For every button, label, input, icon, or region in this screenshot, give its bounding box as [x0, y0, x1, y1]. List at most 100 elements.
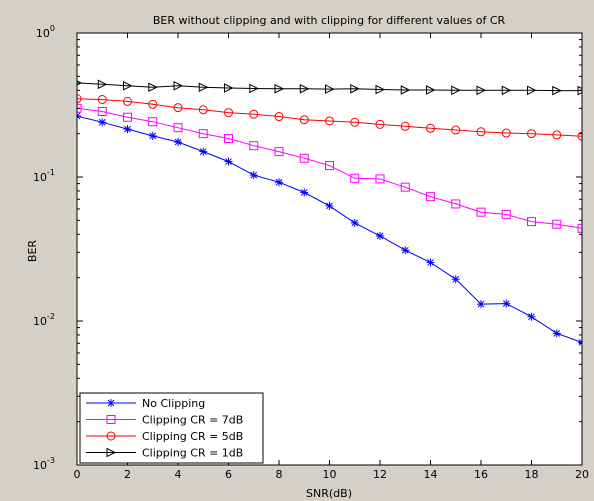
data-point	[527, 312, 536, 321]
data-point	[224, 157, 233, 166]
data-point	[350, 117, 360, 127]
marker-stroke	[452, 275, 460, 283]
data-point	[123, 96, 132, 106]
data-point	[97, 107, 107, 117]
x-tick-label: 14	[424, 468, 438, 481]
data-point	[451, 199, 461, 209]
legend-label: No Clipping	[142, 397, 205, 410]
data-point	[552, 329, 561, 338]
marker-stroke	[351, 219, 359, 227]
marker-stroke	[199, 148, 207, 155]
data-point	[577, 131, 582, 141]
legend-label: Clipping CR = 5dB	[142, 430, 243, 443]
data-point	[426, 85, 436, 95]
square-marker	[106, 415, 116, 424]
series-2	[77, 103, 582, 233]
data-point	[199, 147, 208, 156]
data-point	[476, 207, 486, 217]
data-point	[325, 201, 334, 210]
x-tick-label: 8	[276, 468, 283, 481]
marker-stroke	[477, 300, 485, 308]
circle-marker	[106, 431, 116, 441]
marker-stroke	[578, 339, 582, 344]
series-4	[77, 79, 582, 96]
data-point	[552, 219, 562, 229]
data-point	[274, 83, 285, 94]
data-point	[552, 130, 562, 140]
data-point	[325, 116, 334, 126]
series-line	[77, 98, 582, 137]
data-point	[350, 83, 360, 94]
data-point	[148, 82, 158, 93]
x-axis-label: SNR(dB)	[306, 487, 352, 500]
data-point	[477, 300, 485, 309]
data-point	[148, 131, 157, 140]
data-point	[501, 85, 512, 96]
data-point	[174, 138, 182, 147]
data-point	[224, 134, 233, 144]
y-tick-exponent: -2	[47, 312, 55, 321]
y-tick-exponent: -3	[47, 456, 55, 465]
data-point	[375, 119, 385, 129]
data-point	[249, 109, 259, 119]
marker-stroke	[502, 300, 510, 307]
data-point	[98, 118, 107, 127]
data-point	[198, 105, 208, 115]
data-point	[375, 174, 385, 184]
marker-stroke	[553, 330, 561, 337]
data-point	[400, 182, 410, 192]
data-point	[577, 85, 582, 96]
data-point	[350, 218, 359, 227]
data-point	[97, 95, 107, 105]
data-point	[173, 103, 183, 113]
data-point	[502, 299, 511, 308]
marker-stroke	[174, 138, 182, 146]
legend-label: Clipping CR = 7dB	[142, 414, 243, 427]
data-point	[148, 99, 158, 109]
data-point	[401, 246, 410, 255]
data-point	[224, 83, 234, 93]
x-tick-label: 10	[323, 468, 337, 481]
data-point	[249, 171, 258, 180]
data-point	[527, 217, 536, 227]
marker-stroke	[77, 115, 81, 120]
data-point	[299, 153, 309, 163]
series-3	[77, 94, 582, 141]
marker-stroke	[528, 313, 535, 321]
marker-stroke	[326, 202, 333, 210]
data-point	[527, 129, 536, 139]
data-point	[275, 178, 283, 187]
marker-stroke	[401, 246, 409, 254]
data-point	[198, 82, 209, 93]
x-tick-label: 2	[124, 468, 131, 481]
marker-stroke	[376, 232, 384, 240]
x-tick-label: 18	[525, 468, 539, 481]
marker-stroke	[578, 341, 582, 346]
marker-stroke	[225, 158, 232, 165]
legend: No Clipping Clipping CR = 7dB Clipping CR …	[79, 392, 264, 464]
data-point	[325, 84, 335, 94]
y-tick-label: 100	[36, 24, 55, 40]
x-tick-label: 4	[175, 468, 182, 481]
y-tick-label: 10-3	[33, 456, 55, 472]
data-point	[400, 121, 410, 131]
y-tick-base: 10	[33, 315, 47, 328]
y-tick-base: 10	[36, 27, 50, 40]
chart-title: BER without clipping and with clipping f…	[153, 14, 506, 27]
data-point	[476, 85, 487, 96]
data-point	[578, 338, 582, 347]
data-point	[577, 223, 582, 233]
data-point	[451, 275, 460, 284]
marker-stroke	[98, 118, 106, 126]
y-tick-label: 10-2	[33, 312, 55, 328]
x-tick-label: 16	[474, 468, 488, 481]
data-point	[299, 115, 309, 125]
x-tick-label: 20	[575, 468, 589, 481]
x-tick-label: 6	[225, 468, 232, 481]
data-point	[451, 125, 461, 135]
x-tick-label: 0	[74, 468, 81, 481]
data-point	[375, 84, 386, 95]
y-tick-label: 10-1	[33, 168, 55, 184]
data-point	[123, 80, 133, 91]
